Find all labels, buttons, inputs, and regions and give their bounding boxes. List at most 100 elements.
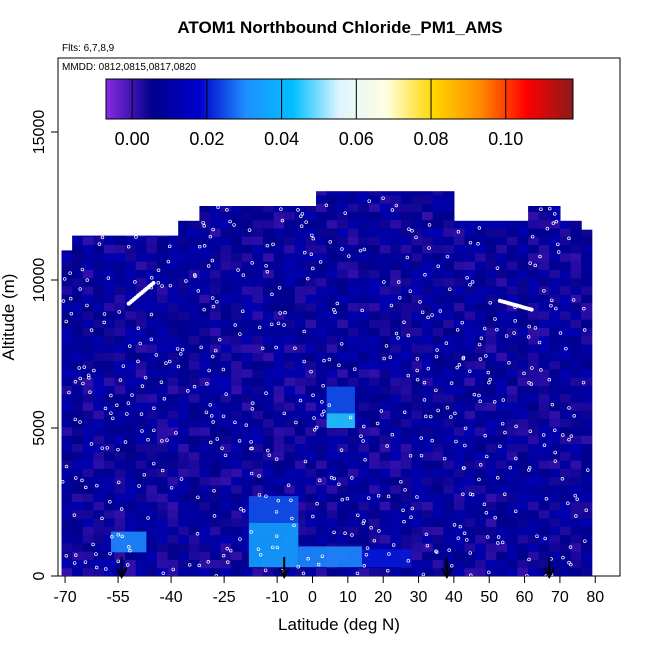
- heat-cell: [316, 335, 328, 345]
- heat-cell: [400, 302, 413, 312]
- heat-cell: [528, 385, 540, 395]
- heat-cell: [432, 468, 444, 478]
- heat-cell: [390, 468, 402, 478]
- heat-cell: [475, 310, 487, 320]
- heat-cell: [188, 526, 200, 536]
- heat-cell: [358, 534, 370, 544]
- sample-point: [110, 534, 114, 539]
- sample-point: [213, 348, 218, 353]
- heat-cell: [199, 418, 211, 428]
- heat-cell: [146, 418, 158, 428]
- heat-cell: [61, 327, 73, 337]
- heat-cell: [146, 567, 158, 576]
- sample-point: [161, 571, 166, 576]
- heat-cell: [199, 360, 211, 370]
- sample-point: [569, 562, 573, 567]
- heat-cell: [284, 277, 296, 287]
- heat-cell: [453, 542, 466, 552]
- heat-cell: [220, 559, 232, 569]
- sample-point: [220, 446, 224, 450]
- heat-cell: [464, 559, 476, 569]
- heat-cell: [400, 542, 413, 552]
- heat-cell: [422, 534, 434, 544]
- sample-point: [463, 426, 468, 431]
- sample-point: [199, 345, 203, 350]
- heat-cell: [61, 418, 73, 428]
- heat-cell: [72, 244, 84, 254]
- sample-point: [215, 299, 219, 304]
- heat-cell: [443, 443, 455, 453]
- sample-point: [80, 478, 84, 483]
- heat-cell: [581, 343, 593, 353]
- heat-cell: [559, 542, 572, 552]
- heat-cell: [199, 484, 211, 494]
- heat-cell: [72, 476, 84, 486]
- heat-cell: [411, 277, 423, 287]
- heat-cell: [305, 244, 317, 254]
- heat-cell: [443, 335, 455, 345]
- heat-cell: [411, 194, 423, 204]
- heat-cell: [411, 435, 423, 444]
- sample-point: [160, 439, 164, 443]
- heat-cell: [443, 302, 455, 312]
- heat-cell: [326, 343, 338, 353]
- sample-point: [264, 391, 268, 395]
- heat-cell: [316, 385, 328, 395]
- heat-cell: [156, 468, 169, 478]
- heat-cell: [485, 352, 497, 362]
- heat-cell: [432, 285, 444, 295]
- heat-cell: [199, 401, 211, 411]
- heat-cell: [103, 294, 116, 304]
- heat-cell: [199, 567, 211, 576]
- heat-cell: [146, 410, 158, 420]
- heat-cell: [337, 360, 349, 370]
- heat-cell: [231, 476, 243, 486]
- heat-cell: [220, 551, 232, 561]
- sample-point: [310, 233, 314, 238]
- heat-cell: [538, 385, 550, 395]
- heat-cell: [178, 377, 190, 386]
- heat-cell: [188, 285, 200, 295]
- heat-cell: [241, 559, 254, 569]
- heat-cell: [347, 517, 360, 527]
- heat-cell: [125, 401, 137, 411]
- heat-cell: [369, 410, 381, 420]
- heat-cell: [103, 327, 116, 337]
- heat-cell: [390, 261, 402, 270]
- heat-cell: [305, 484, 317, 494]
- heat-cell: [369, 302, 381, 312]
- heat-cell: [305, 493, 317, 503]
- sample-point: [208, 403, 213, 407]
- heat-cell: [61, 501, 73, 511]
- heat-cell: [422, 252, 434, 262]
- heat-cell: [188, 559, 200, 569]
- sample-point: [567, 236, 571, 241]
- heat-cell: [581, 360, 593, 370]
- heat-cell: [209, 310, 222, 320]
- heat-cell: [199, 244, 211, 254]
- heat-cell: [146, 310, 158, 320]
- heat-cell: [422, 302, 434, 312]
- sample-point: [160, 468, 165, 473]
- heat-cell: [538, 509, 550, 519]
- sample-point: [496, 541, 500, 545]
- heat-cell: [125, 393, 137, 403]
- sample-point: [277, 285, 282, 290]
- sample-point: [410, 229, 414, 233]
- heat-cell: [178, 294, 190, 304]
- heat-cell: [422, 385, 434, 395]
- heat-cell: [369, 327, 381, 337]
- heat-cell: [453, 352, 466, 362]
- sample-point: [197, 563, 201, 568]
- heat-cell: [199, 211, 211, 221]
- heat-cell: [178, 526, 190, 536]
- heat-cell: [432, 493, 444, 503]
- heat-cell: [125, 327, 137, 337]
- heat-cell: [114, 484, 126, 494]
- heat-cell: [114, 476, 126, 486]
- heat-cell: [156, 401, 169, 411]
- heat-cell: [549, 385, 561, 395]
- heat-cell: [284, 426, 296, 436]
- heat-cell: [390, 493, 402, 503]
- heat-cell: [209, 302, 222, 312]
